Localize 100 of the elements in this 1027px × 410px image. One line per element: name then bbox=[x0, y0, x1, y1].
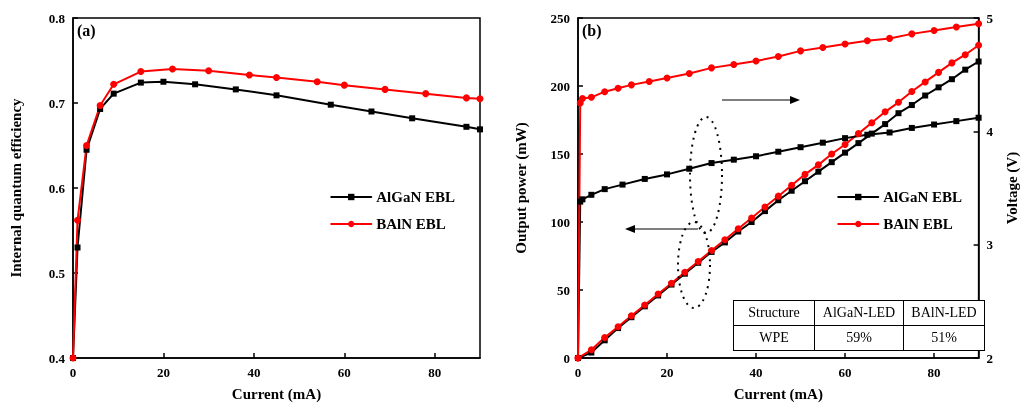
y-tick-label: 250 bbox=[550, 10, 570, 26]
point bbox=[841, 140, 849, 148]
x-tick-label: 40 bbox=[749, 365, 763, 380]
annotation: AlGaN-LED bbox=[814, 300, 904, 326]
point bbox=[774, 53, 782, 61]
x-tick-label: 0 bbox=[574, 365, 582, 380]
y-tick-label: 0.8 bbox=[48, 10, 66, 26]
point bbox=[587, 93, 595, 101]
annotation: (a) bbox=[77, 21, 96, 40]
point bbox=[908, 30, 916, 38]
point bbox=[935, 68, 943, 76]
point bbox=[895, 110, 902, 117]
point bbox=[368, 108, 375, 115]
point bbox=[708, 64, 716, 72]
x-tick-label: 80 bbox=[428, 365, 442, 380]
point bbox=[708, 160, 715, 167]
point bbox=[83, 142, 91, 149]
point bbox=[863, 37, 871, 45]
point bbox=[160, 78, 167, 85]
point bbox=[730, 60, 738, 68]
point bbox=[908, 102, 915, 109]
legend-label: AlGaN EBL bbox=[883, 189, 962, 205]
point bbox=[601, 88, 609, 96]
point bbox=[409, 115, 416, 122]
point bbox=[313, 78, 321, 86]
point bbox=[882, 121, 889, 128]
point bbox=[788, 187, 795, 194]
point bbox=[961, 51, 969, 59]
point bbox=[775, 148, 782, 155]
point bbox=[205, 67, 213, 75]
x-tick-label: 60 bbox=[337, 365, 351, 380]
point bbox=[948, 59, 956, 67]
y-tick-label: 150 bbox=[550, 146, 570, 162]
annotation: BAlN-LED bbox=[903, 300, 985, 326]
y2-tick-label: 3 bbox=[986, 237, 994, 253]
point bbox=[975, 41, 983, 49]
point bbox=[864, 131, 871, 138]
annotation: 51% bbox=[903, 325, 985, 351]
point bbox=[619, 181, 626, 188]
point bbox=[815, 168, 822, 175]
y-tick-label: 0.6 bbox=[48, 180, 66, 196]
x-axis-title: Current (mA) bbox=[231, 385, 322, 403]
y-axis-title: Internal quantum efficiency bbox=[7, 97, 24, 278]
point bbox=[137, 68, 145, 76]
y-tick-label: 0.4 bbox=[48, 350, 66, 366]
point bbox=[273, 92, 280, 99]
y-tick-label: 200 bbox=[550, 78, 570, 94]
y2-axis-title: Voltage (V) bbox=[1003, 151, 1021, 225]
point bbox=[797, 47, 805, 55]
point bbox=[169, 65, 176, 73]
point bbox=[953, 118, 960, 125]
point bbox=[855, 140, 862, 147]
point bbox=[232, 86, 239, 93]
point bbox=[664, 171, 671, 178]
point bbox=[908, 124, 915, 131]
point bbox=[819, 139, 826, 146]
point bbox=[819, 43, 827, 51]
point bbox=[381, 85, 389, 93]
point bbox=[788, 181, 796, 189]
point bbox=[868, 119, 876, 127]
point bbox=[110, 90, 117, 97]
point bbox=[462, 94, 470, 102]
point bbox=[753, 153, 760, 160]
x-axis-title: Current (mA) bbox=[733, 385, 823, 403]
point bbox=[814, 161, 822, 169]
point bbox=[137, 79, 144, 86]
point bbox=[192, 81, 199, 88]
x-tick-label: 60 bbox=[838, 365, 852, 380]
point bbox=[930, 26, 938, 34]
point bbox=[645, 77, 653, 85]
point bbox=[601, 186, 608, 193]
x-tick-label: 80 bbox=[927, 365, 941, 380]
y-tick-label: 50 bbox=[557, 282, 570, 298]
y-axis-title: Output power (mW) bbox=[512, 122, 530, 254]
x-tick-label: 40 bbox=[247, 365, 261, 380]
annotation: (b) bbox=[582, 21, 602, 40]
legend-label: BAlN EBL bbox=[376, 216, 446, 232]
point bbox=[881, 108, 889, 116]
point bbox=[273, 74, 280, 81]
point bbox=[828, 150, 836, 158]
point bbox=[74, 216, 82, 224]
x-tick-label: 0 bbox=[69, 365, 77, 380]
y-tick-label: 0 bbox=[563, 350, 570, 366]
point bbox=[886, 129, 893, 136]
y-tick-label: 0.5 bbox=[48, 265, 66, 281]
y-tick-label: 100 bbox=[550, 214, 570, 230]
point bbox=[922, 92, 929, 99]
point bbox=[975, 58, 982, 65]
point bbox=[797, 144, 804, 151]
point bbox=[477, 126, 483, 133]
point bbox=[842, 149, 849, 156]
point bbox=[774, 192, 782, 200]
annotation: WPE bbox=[733, 325, 815, 351]
point bbox=[842, 135, 849, 142]
point bbox=[245, 71, 253, 79]
y-tick-label: 0.7 bbox=[48, 95, 66, 111]
point bbox=[931, 121, 938, 128]
point bbox=[588, 191, 595, 198]
point bbox=[886, 34, 894, 42]
y2-tick-label: 5 bbox=[986, 10, 994, 26]
